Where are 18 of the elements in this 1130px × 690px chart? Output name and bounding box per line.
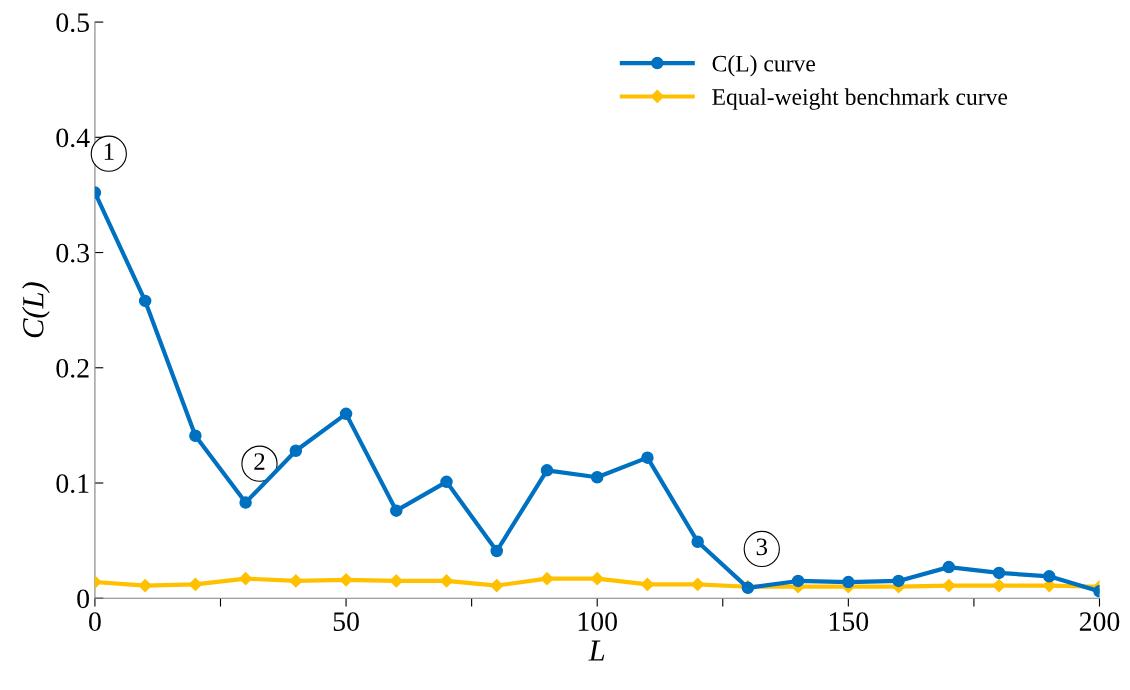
- y-tick-label: 0.3: [56, 243, 89, 263]
- x-tick-label: 100: [578, 612, 617, 631]
- x-tick-label: 0: [89, 612, 101, 631]
- x-tick-label: 150: [829, 612, 869, 631]
- y-axis-title: C(L): [22, 282, 50, 338]
- legend-label: Equal-weight benchmark curve: [712, 88, 1008, 110]
- annotation: 1: [104, 143, 114, 160]
- y-tick-label: 0.1: [56, 474, 89, 494]
- y-tick-label: 0.2: [56, 358, 89, 378]
- legend-label: C(L) curve: [712, 55, 815, 77]
- y-tick-label: 0.4: [56, 128, 90, 148]
- annotation: 3: [756, 538, 768, 556]
- x-tick-label: 50: [333, 612, 359, 631]
- y-tick-label: 0: [77, 589, 89, 609]
- y-tick-label: 0.5: [56, 13, 89, 33]
- x-tick-label: 200: [1079, 612, 1120, 631]
- annotation: 2: [254, 453, 265, 470]
- x-axis-title: L: [588, 640, 605, 661]
